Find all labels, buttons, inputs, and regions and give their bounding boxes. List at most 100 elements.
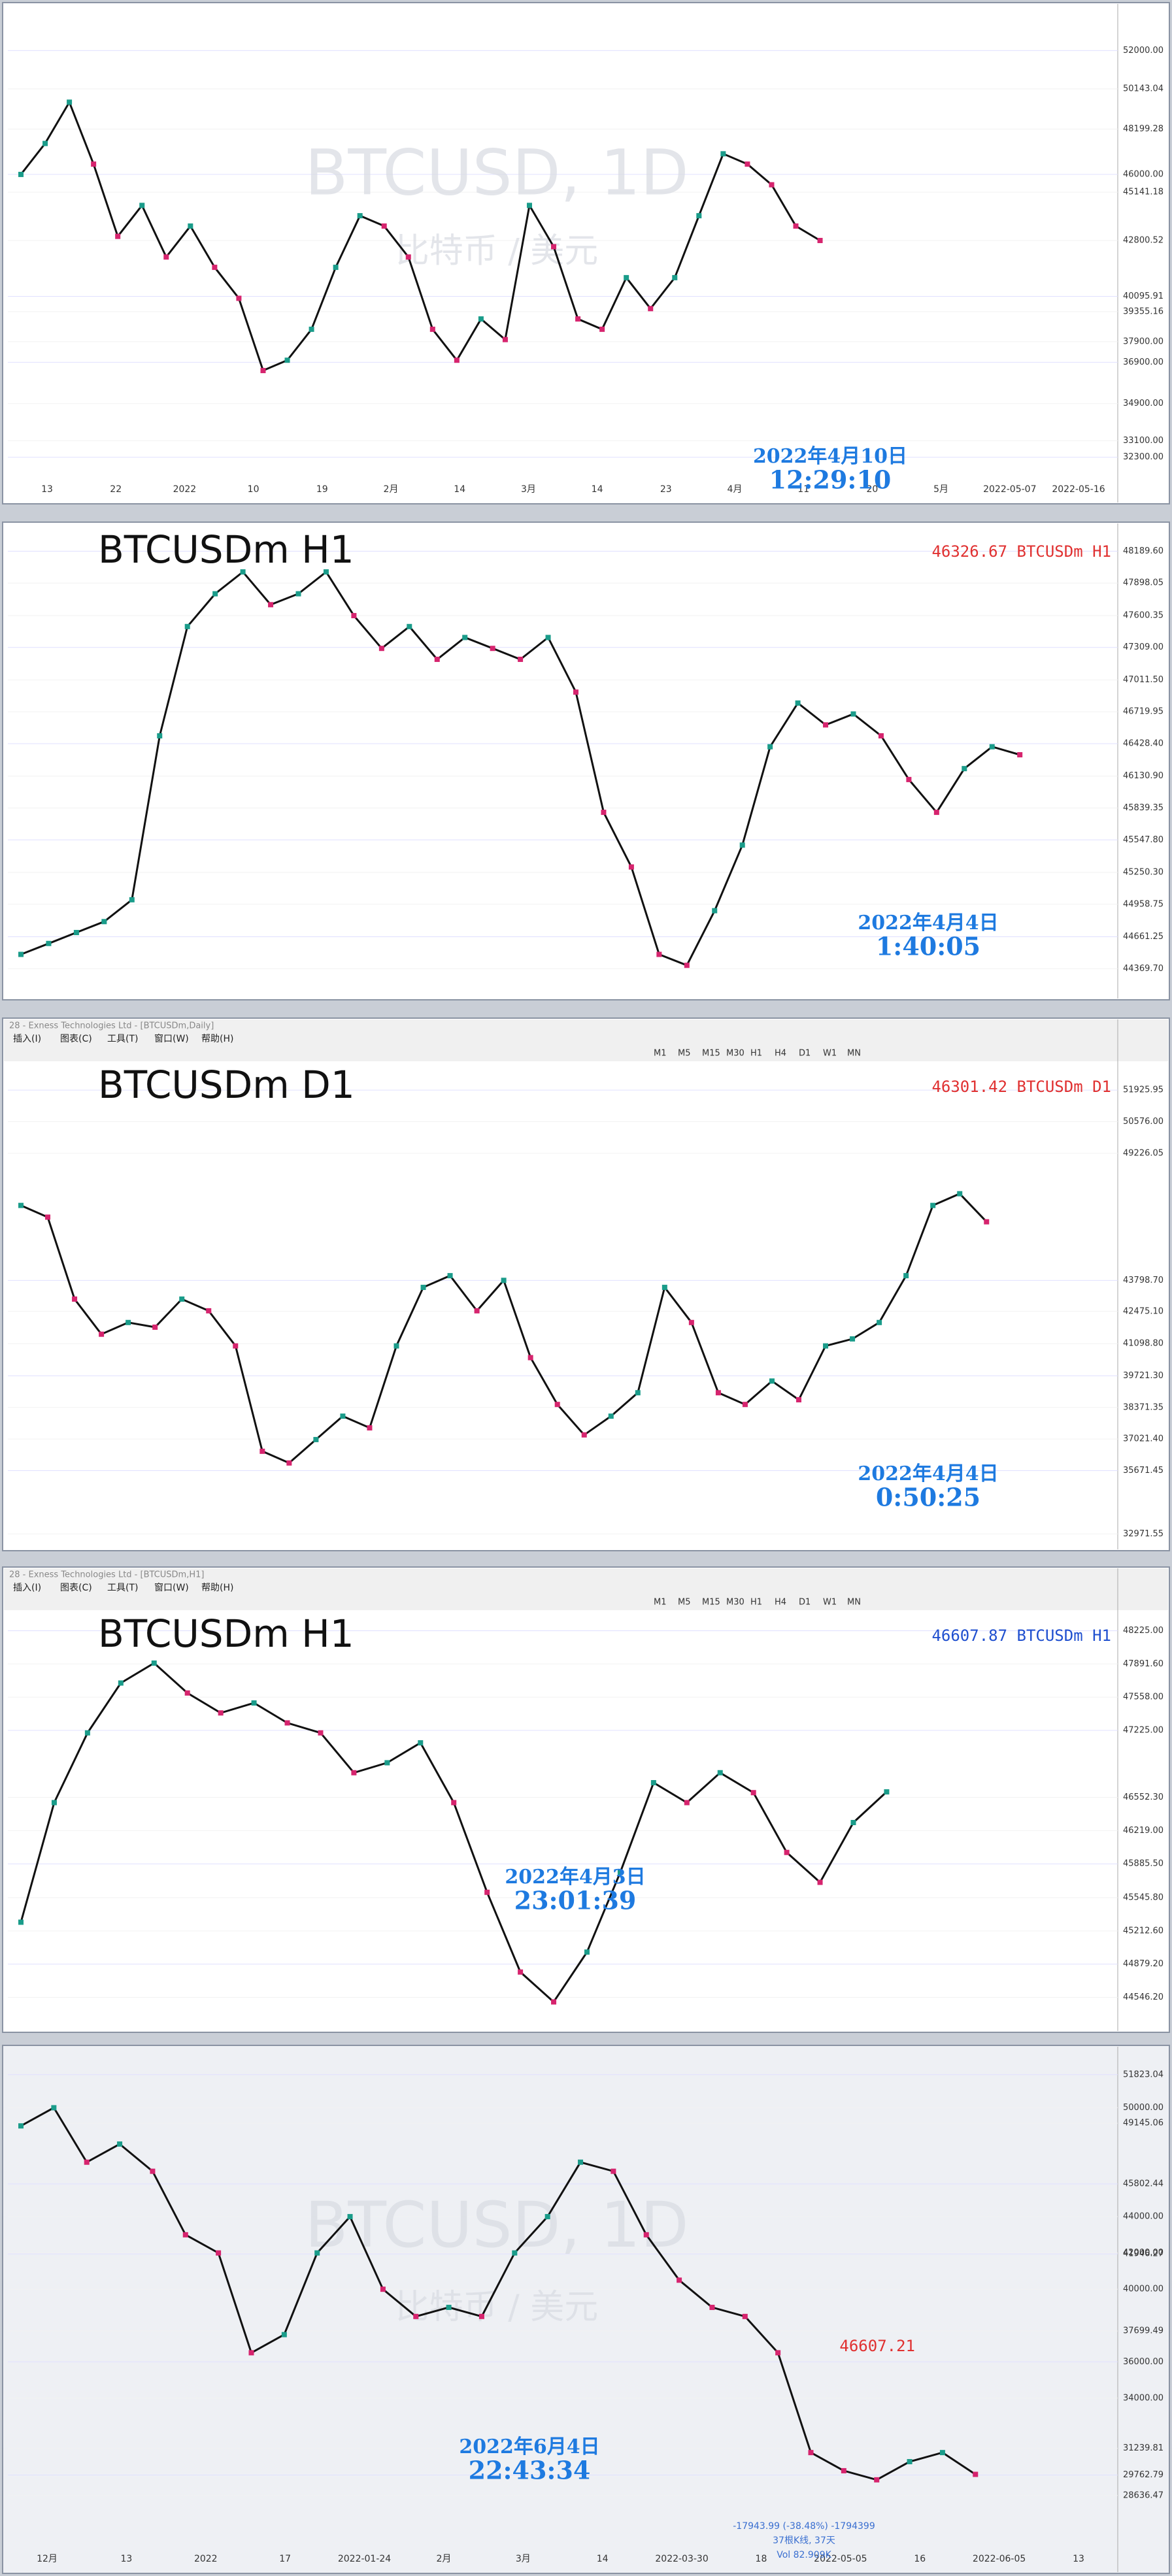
- timeframe-button[interactable]: M5: [678, 1049, 691, 1059]
- candle-close: [578, 2159, 584, 2165]
- timeframe-button[interactable]: MN: [847, 1598, 861, 1608]
- timeframe-button[interactable]: MN: [847, 1049, 861, 1059]
- candle-close: [216, 2250, 222, 2256]
- candle-close: [573, 689, 578, 695]
- timeframe-button[interactable]: H4: [775, 1598, 786, 1608]
- timeframe-button[interactable]: M15: [702, 1598, 720, 1608]
- candle-close: [151, 1660, 157, 1666]
- x-tick-label: 19: [316, 484, 328, 495]
- candle-close: [318, 1730, 324, 1736]
- candle-close: [989, 744, 995, 750]
- y-tick-label: 45212.60: [1123, 1926, 1164, 1936]
- timeframe-button[interactable]: H1: [750, 1598, 762, 1608]
- y-tick-label: 51925.95: [1123, 1085, 1164, 1095]
- menu-item[interactable]: 窗口(W): [154, 1033, 189, 1044]
- timeframe-button[interactable]: W1: [823, 1049, 837, 1059]
- candle-close: [907, 2459, 912, 2465]
- x-tick-label: 2022-05-16: [1052, 484, 1105, 495]
- candle-close: [129, 897, 135, 902]
- candle-close: [351, 1770, 357, 1775]
- y-tick-label: 45885.50: [1123, 1859, 1164, 1869]
- timeframe-button[interactable]: M5: [678, 1598, 691, 1608]
- x-tick-label: 2月: [384, 484, 399, 495]
- timeframe-button[interactable]: M1: [654, 1049, 667, 1059]
- watermark: BTCUSD, 1D: [305, 137, 688, 210]
- candle-close: [648, 306, 654, 312]
- menu-item[interactable]: 插入(I): [13, 1034, 41, 1044]
- chart-title: BTCUSDm H1: [98, 1611, 354, 1656]
- y-tick-label: 45839.35: [1123, 803, 1164, 813]
- x-tick-label: 11: [797, 484, 809, 495]
- y-tick-label: 49226.05: [1123, 1148, 1164, 1158]
- y-tick-label: 47558.00: [1123, 1693, 1164, 1702]
- price-line: [20, 2106, 977, 2481]
- candle-close: [407, 623, 412, 629]
- candle-close: [260, 1448, 265, 1454]
- candle-close: [179, 1296, 185, 1302]
- candle-close: [451, 1800, 457, 1806]
- x-tick-label: 12月: [37, 2554, 58, 2564]
- y-tick-label: 36000.00: [1123, 2357, 1164, 2367]
- y-tick-label: 44879.20: [1123, 1959, 1164, 1969]
- timeframe-button[interactable]: D1: [799, 1049, 811, 1059]
- candle-close: [677, 2277, 682, 2283]
- candle-close: [906, 776, 912, 782]
- y-tick-label: 50000.00: [1123, 2103, 1164, 2113]
- candle-close: [384, 1760, 390, 1766]
- candle-close: [962, 766, 967, 772]
- menu-item[interactable]: 窗口(W): [154, 1582, 189, 1593]
- menu-item[interactable]: 插入(I): [13, 1583, 41, 1593]
- timestamp: 2022年4月10日: [753, 445, 907, 468]
- candle-close: [51, 2105, 57, 2111]
- candle-close: [526, 203, 532, 208]
- timeframe-button[interactable]: M30: [726, 1598, 745, 1608]
- y-tick-label: 46130.90: [1123, 771, 1164, 781]
- timeframe-button[interactable]: H4: [775, 1049, 786, 1059]
- y-tick-label: 39355.16: [1123, 306, 1164, 316]
- y-tick-label: 51823.04: [1123, 2070, 1164, 2079]
- menu-item[interactable]: 工具(T): [107, 1034, 138, 1044]
- y-tick-label: 44546.20: [1123, 1992, 1164, 2002]
- y-tick-label: 49145.06: [1123, 2119, 1164, 2128]
- candle-close: [163, 254, 169, 260]
- candle-close: [182, 2232, 188, 2237]
- x-tick-label: 22: [110, 484, 122, 495]
- candle-close: [501, 1278, 507, 1283]
- timeframe-button[interactable]: H1: [750, 1049, 762, 1059]
- candle-close: [418, 1740, 424, 1745]
- timeframe-button[interactable]: M15: [702, 1049, 720, 1059]
- candle-close: [484, 1889, 490, 1895]
- y-tick-label: 45545.80: [1123, 1893, 1164, 1903]
- candle-close: [635, 1390, 641, 1396]
- x-tick-label: 2022: [194, 2554, 218, 2564]
- timestamp: 22:43:34: [469, 2456, 591, 2485]
- candle-close: [478, 2313, 484, 2319]
- candle-close: [745, 161, 750, 167]
- candle-close: [18, 1202, 24, 1208]
- candle-close: [393, 1343, 399, 1349]
- candle-close: [742, 1402, 748, 1408]
- menu-item[interactable]: 帮助(H): [201, 1583, 233, 1593]
- candle-close: [157, 733, 163, 739]
- timeframe-button[interactable]: W1: [823, 1598, 837, 1608]
- menu-item[interactable]: 图表(C): [60, 1583, 92, 1593]
- candle-close: [939, 2450, 945, 2456]
- candle-close: [884, 1789, 890, 1795]
- x-tick-label: 13: [41, 484, 53, 495]
- candle-close: [462, 635, 468, 640]
- menu-item[interactable]: 帮助(H): [201, 1034, 233, 1044]
- watermark-sub: 比特币 / 美元: [395, 2288, 599, 2327]
- timeframe-button[interactable]: M1: [654, 1598, 667, 1608]
- menu-item[interactable]: 工具(T): [107, 1583, 138, 1593]
- y-tick-label: 37900.00: [1123, 337, 1164, 346]
- candle-close: [796, 1397, 802, 1403]
- candle-close: [429, 326, 435, 332]
- measure-label: 37根K线, 37天: [773, 2535, 835, 2546]
- candle-close: [150, 2168, 156, 2174]
- menu-item[interactable]: 图表(C): [60, 1034, 92, 1044]
- timeframe-button[interactable]: M30: [726, 1049, 745, 1059]
- candle-close: [51, 1800, 57, 1806]
- candle-close: [841, 2468, 846, 2473]
- timeframe-button[interactable]: D1: [799, 1598, 811, 1608]
- y-tick-label: 37699.49: [1123, 2326, 1164, 2336]
